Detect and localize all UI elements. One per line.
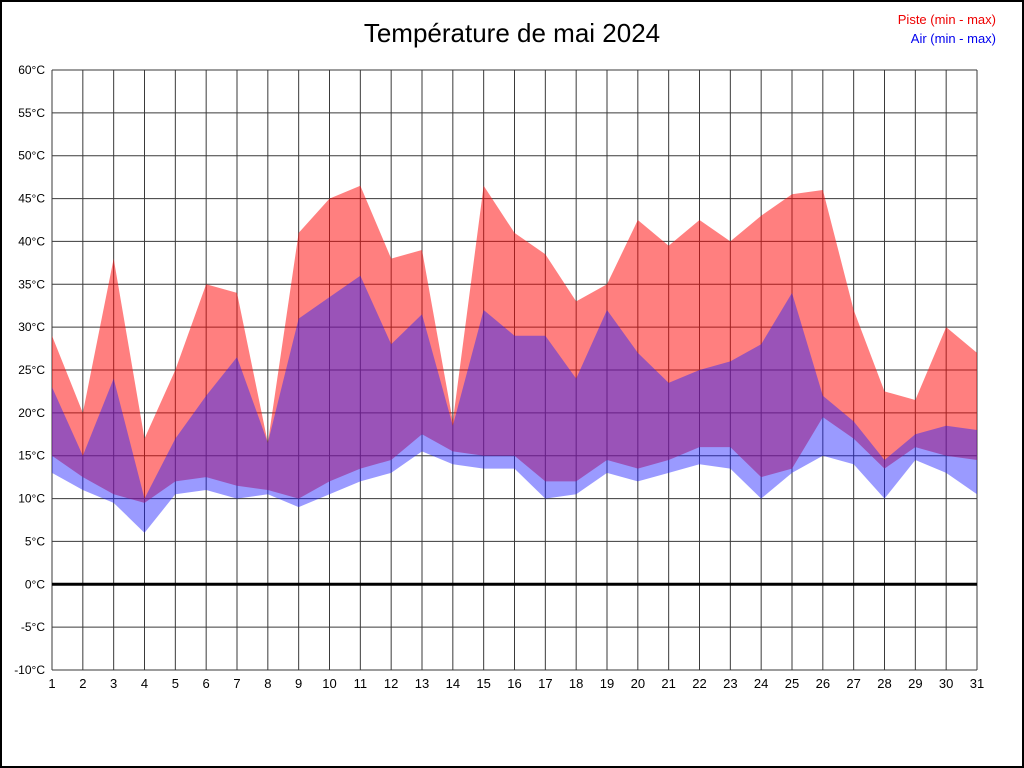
y-tick-label: 50°C xyxy=(18,149,45,163)
x-tick-label: 27 xyxy=(846,676,860,691)
x-tick-label: 16 xyxy=(507,676,521,691)
x-tick-label: 10 xyxy=(322,676,336,691)
y-tick-label: 45°C xyxy=(18,192,45,206)
legend-piste-label: Piste (min - max) xyxy=(897,12,996,27)
x-tick-label: 5 xyxy=(172,676,179,691)
y-tick-label: 15°C xyxy=(18,449,45,463)
x-tick-label: 23 xyxy=(723,676,737,691)
y-tick-label: 10°C xyxy=(18,492,45,506)
x-tick-label: 29 xyxy=(908,676,922,691)
y-tick-label: 30°C xyxy=(18,320,45,334)
x-tick-label: 18 xyxy=(569,676,583,691)
x-tick-label: 7 xyxy=(233,676,240,691)
y-tick-label: -5°C xyxy=(21,620,45,634)
x-tick-label: 24 xyxy=(754,676,768,691)
y-tick-label: 25°C xyxy=(18,363,45,377)
x-tick-label: 31 xyxy=(970,676,984,691)
x-tick-label: 1 xyxy=(48,676,55,691)
y-tick-label: 40°C xyxy=(18,234,45,248)
piste-band xyxy=(52,185,977,503)
x-tick-label: 6 xyxy=(203,676,210,691)
y-tick-label: -10°C xyxy=(14,663,45,677)
chart-title: Température de mai 2024 xyxy=(363,18,661,48)
x-tick-label: 12 xyxy=(384,676,398,691)
x-tick-label: 25 xyxy=(785,676,799,691)
y-tick-label: 60°C xyxy=(18,63,45,77)
x-tick-label: 2 xyxy=(79,676,86,691)
x-tick-label: 30 xyxy=(939,676,953,691)
y-tick-label: 35°C xyxy=(18,277,45,291)
x-tick-label: 17 xyxy=(538,676,552,691)
legend: Piste (min - max) Air (min - max) xyxy=(898,10,996,48)
x-tick-label: 14 xyxy=(446,676,460,691)
legend-air-label: Air (min - max) xyxy=(910,31,996,46)
x-tick-label: 22 xyxy=(692,676,706,691)
x-tick-label: 3 xyxy=(110,676,117,691)
x-tick-label: 4 xyxy=(141,676,148,691)
y-tick-label: 20°C xyxy=(18,406,45,420)
air-band xyxy=(52,275,977,533)
x-tick-label: 11 xyxy=(354,676,368,691)
x-tick-label: 9 xyxy=(295,676,302,691)
x-tick-label: 28 xyxy=(877,676,891,691)
x-tick-label: 13 xyxy=(415,676,429,691)
y-tick-label: 0°C xyxy=(25,577,45,591)
y-tick-label: 5°C xyxy=(25,534,45,548)
x-tick-label: 19 xyxy=(600,676,614,691)
x-axis-labels: 1 2 3 4 5 6 7 8 9 10 11 12 13 14 15 16 17 18 19 20 21 22 23 24 2… xyxy=(48,676,984,691)
y-tick-label: 55°C xyxy=(18,106,45,120)
x-tick-label: 26 xyxy=(816,676,830,691)
x-tick-label: 20 xyxy=(631,676,645,691)
x-tick-label: 8 xyxy=(264,676,271,691)
x-tick-label: 15 xyxy=(476,676,490,691)
y-axis-labels: -10°C -5°C 0°C 5°C 10°C 15°C 20°C 25°C 30°C 35°C 4… xyxy=(14,63,45,677)
x-tick-label: 21 xyxy=(661,676,675,691)
